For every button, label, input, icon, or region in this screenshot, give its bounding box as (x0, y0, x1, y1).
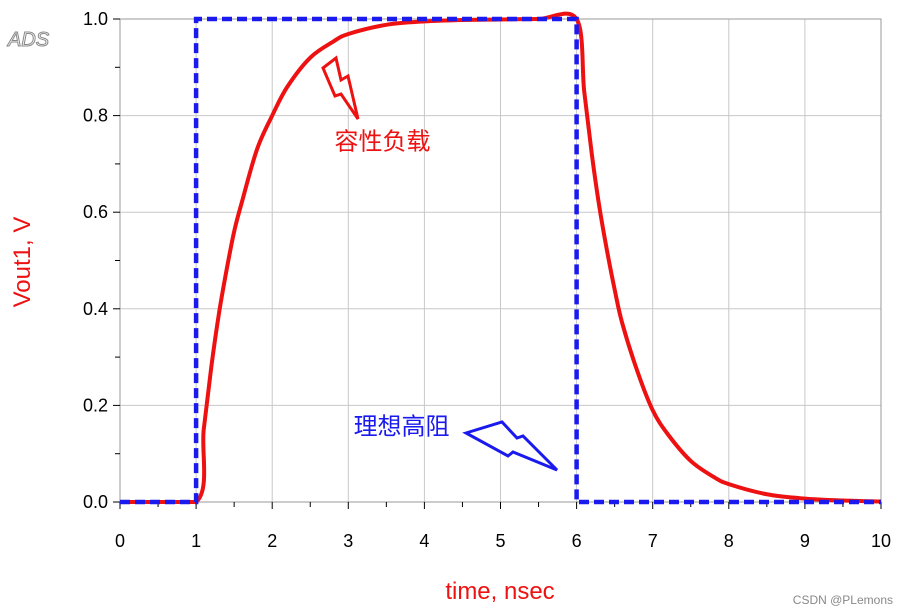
ticks: 0 1 2 3 4 5 6 7 8 9 10 0.0 0.2 0.4 0.6 0.8 1.0 (83, 9, 891, 551)
x-axis-title: time, nsec (445, 578, 554, 605)
x-tick-label: 4 (419, 531, 429, 551)
lightning-bolt-icon (462, 420, 559, 472)
y-tick-label: 0.8 (83, 106, 108, 126)
series (120, 11, 882, 505)
x-tick-label: 10 (871, 531, 891, 551)
annotation-label: 理想高阻 (354, 412, 450, 440)
ads-logo: ADS (7, 29, 50, 51)
y-tick-label: 0.6 (83, 202, 108, 222)
y-tick-label: 1.0 (83, 9, 108, 29)
y-tick-label: 0.0 (83, 492, 108, 512)
x-tick-label: 2 (267, 531, 277, 551)
x-tick-label: 8 (724, 531, 734, 551)
series-line-input (120, 16, 881, 505)
x-tick-label: 6 (572, 531, 582, 551)
y-axis-title: Vout1, V (9, 217, 36, 308)
y-tick-label: 0.4 (83, 299, 108, 319)
annotation-label: 容性负载 (335, 127, 431, 155)
watermark: CSDN @PLemons (793, 593, 893, 607)
y-tick-label: 0.2 (83, 395, 108, 415)
x-tick-label: 7 (648, 531, 658, 551)
x-tick-label: 3 (343, 531, 353, 551)
x-tick-label: 0 (115, 531, 125, 551)
x-tick-label: 9 (800, 531, 810, 551)
lightning-bolt-icon (321, 55, 360, 120)
x-tick-label: 5 (495, 531, 505, 551)
x-tick-label: 1 (191, 531, 201, 551)
